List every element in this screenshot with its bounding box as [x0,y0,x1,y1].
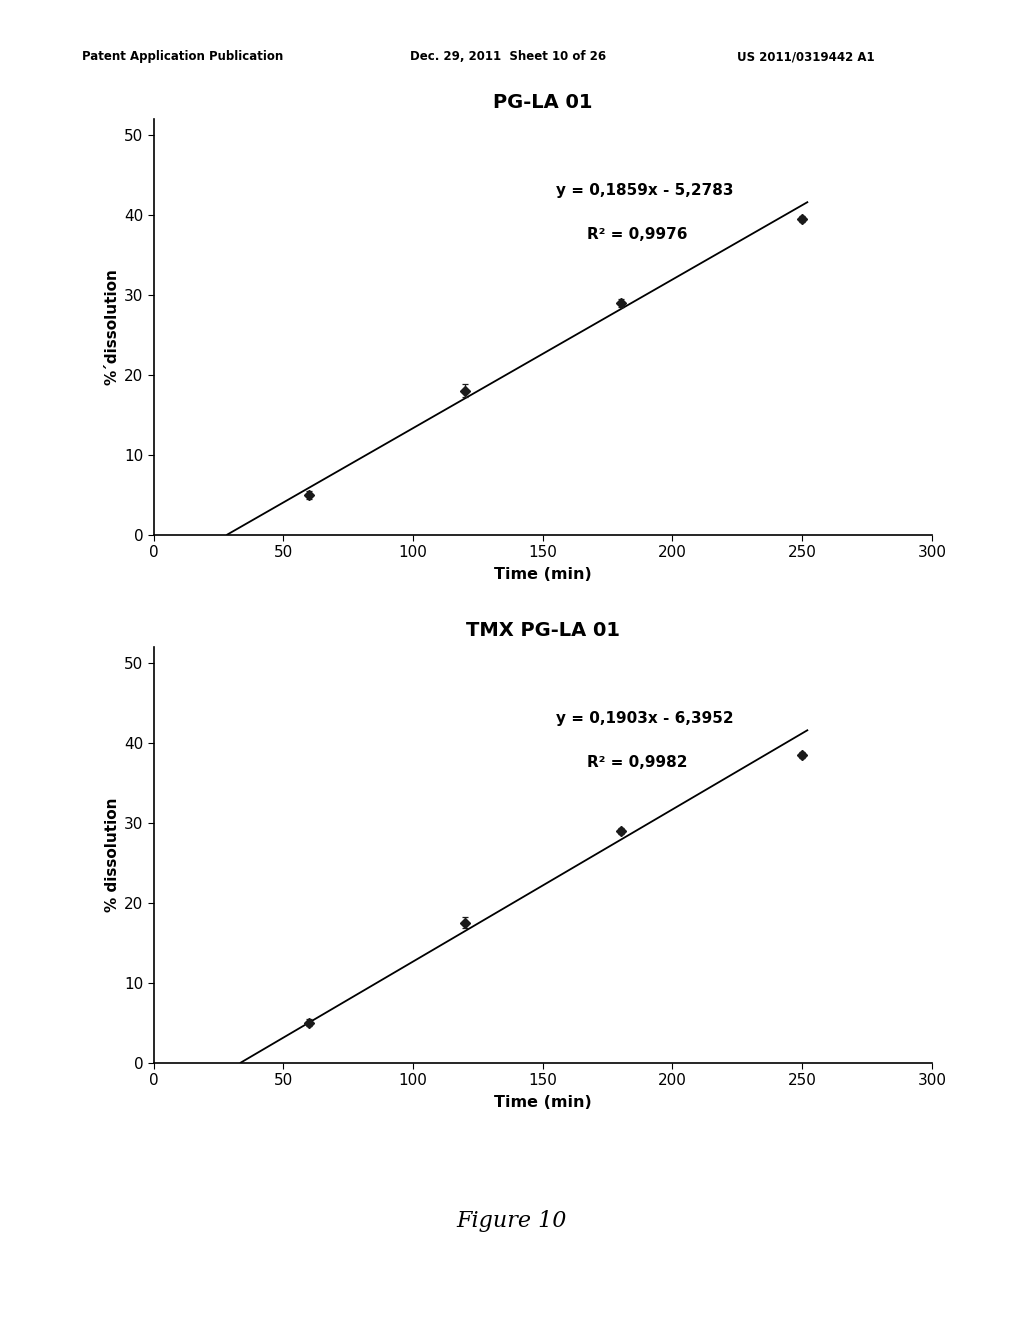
Text: Dec. 29, 2011  Sheet 10 of 26: Dec. 29, 2011 Sheet 10 of 26 [410,50,606,63]
Title: PG-LA 01: PG-LA 01 [493,92,593,112]
Text: Patent Application Publication: Patent Application Publication [82,50,284,63]
Y-axis label: % dissolution: % dissolution [104,797,120,912]
X-axis label: Time (min): Time (min) [494,1096,592,1110]
Text: US 2011/0319442 A1: US 2011/0319442 A1 [737,50,874,63]
Text: Figure 10: Figure 10 [457,1210,567,1232]
Text: R² = 0,9976: R² = 0,9976 [587,227,687,243]
Y-axis label: %´dissolution: %´dissolution [104,268,120,385]
X-axis label: Time (min): Time (min) [494,568,592,582]
Text: R² = 0,9982: R² = 0,9982 [587,755,687,771]
Text: y = 0,1903x - 6,3952: y = 0,1903x - 6,3952 [556,711,733,726]
Text: y = 0,1859x - 5,2783: y = 0,1859x - 5,2783 [556,183,733,198]
Title: TMX PG-LA 01: TMX PG-LA 01 [466,620,620,640]
